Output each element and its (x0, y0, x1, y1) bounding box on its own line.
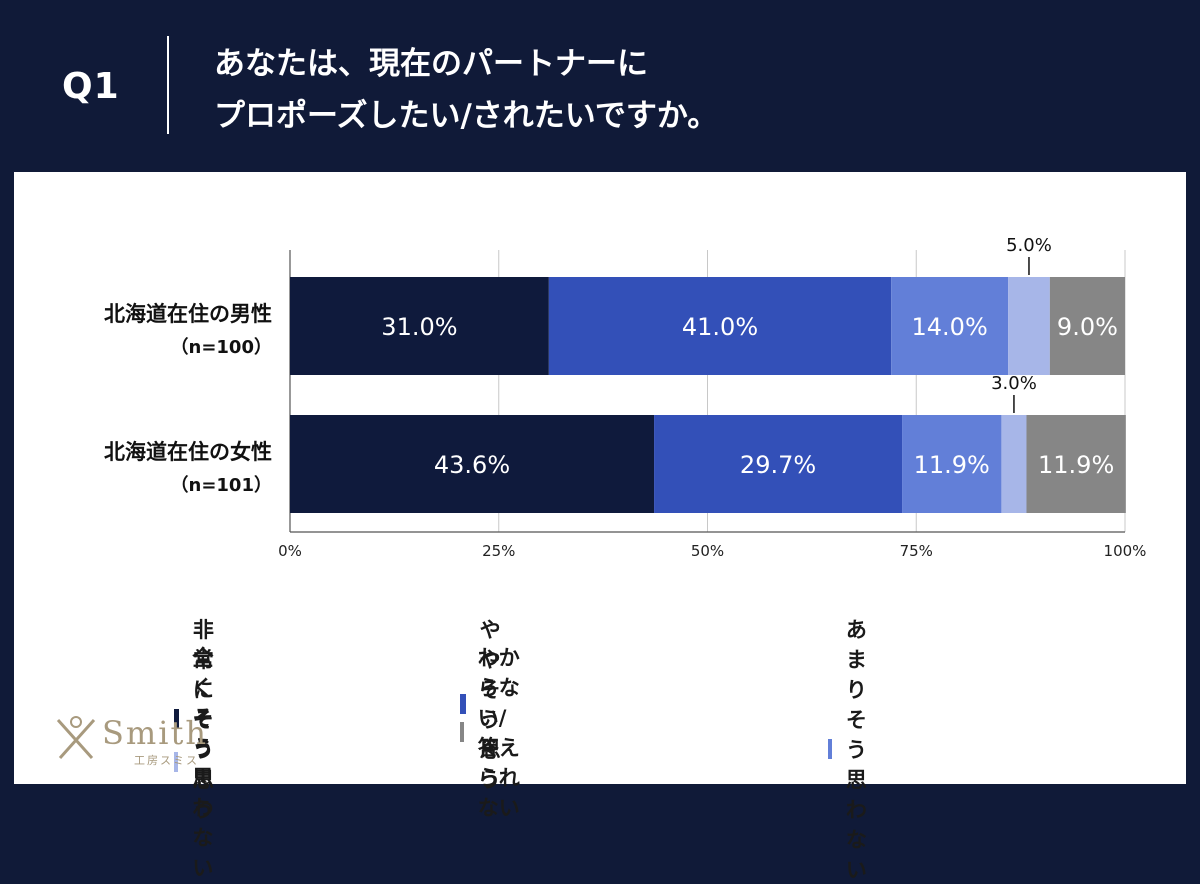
legend-swatch (460, 722, 464, 742)
legend-swatch (174, 709, 179, 729)
x-tick-label: 0% (278, 542, 302, 560)
category-label: 北海道在住の女性 (104, 440, 272, 464)
data-label: 41.0% (682, 313, 758, 341)
question-line-2: プロポーズしたい/されたいですか。 (214, 98, 719, 134)
bar-segment (902, 415, 1002, 513)
question-line-1: あなたは、現在のパートナーに (214, 46, 648, 82)
data-label: 31.0% (381, 313, 457, 341)
legend-item: ややそう思う (460, 614, 515, 794)
bar-segment (1008, 277, 1050, 375)
bar-segment (654, 415, 903, 513)
data-label: 3.0% (991, 373, 1037, 394)
legend-swatch (460, 694, 466, 714)
x-tick-label: 25% (482, 542, 515, 560)
legend-label: わからない/答えられない (477, 646, 520, 820)
x-tick-label: 100% (1104, 542, 1147, 560)
question-text: あなたは、現在のパートナーに プロポーズしたい/されたいですか。 (214, 38, 718, 142)
legend-swatch (828, 739, 832, 759)
bar-segment (1001, 415, 1027, 513)
data-label: 5.0% (1006, 235, 1052, 256)
smith-logo: Smith 工房スミス (52, 712, 252, 772)
chart-panel: 0% 25% 50% 75% 100% 北海道在住の男性 （n=100） 31.0% 41.0%… (14, 172, 1186, 882)
data-label: 11.9% (914, 451, 990, 479)
x-tick-label: 50% (691, 542, 724, 560)
header-divider (167, 36, 169, 134)
stacked-bar-chart: 0% 25% 50% 75% 100% 北海道在住の男性 （n=100） 31.0% 41.0%… (104, 235, 1147, 560)
header: Q1 あなたは、現在のパートナーに プロポーズしたい/されたいですか。 (0, 0, 1200, 170)
question-number: Q1 (62, 66, 120, 107)
bar-segment (891, 277, 1009, 375)
legend-label: ややそう思う (479, 618, 501, 792)
x-tick-label: 75% (900, 542, 933, 560)
bar-segment (1026, 415, 1126, 513)
legend-item: あまりそう思わない (828, 614, 883, 884)
bar-segment (290, 415, 655, 513)
data-label: 9.0% (1057, 313, 1118, 341)
logo-wordmark: Smith (102, 714, 208, 752)
legend-swatch (174, 752, 179, 772)
data-label: 29.7% (740, 451, 816, 479)
bar-segment (1049, 277, 1125, 375)
data-label: 43.6% (434, 451, 510, 479)
bar-segment (290, 277, 549, 375)
category-sublabel: （n=100） (171, 337, 272, 358)
logo-subtext: 工房スミス (134, 754, 199, 767)
crossed-tools-icon (56, 716, 96, 760)
legend-item: わからない/答えられない (460, 642, 523, 822)
legend-label: あまりそう思わない (845, 618, 867, 882)
category-sublabel: （n=101） (171, 475, 272, 496)
bar-segment (548, 277, 892, 375)
data-label: 14.0% (912, 313, 988, 341)
data-label: 11.9% (1038, 451, 1114, 479)
category-label: 北海道在住の男性 (104, 302, 272, 326)
